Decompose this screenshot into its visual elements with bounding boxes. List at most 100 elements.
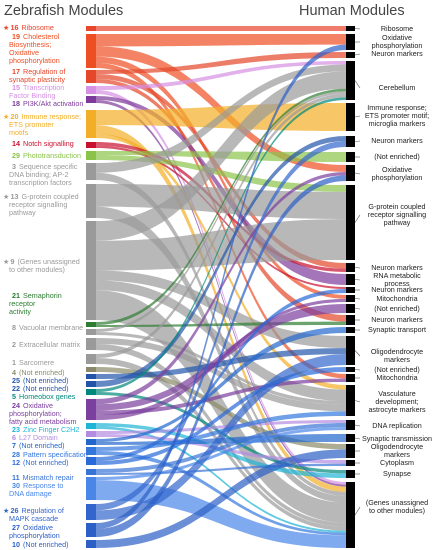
module-bar [346,315,355,325]
module-name: (Genes unassigned [17,257,79,266]
module-name: Vacuolar membrane [19,323,83,332]
module-name: phosphorylation; [9,409,62,418]
flow [96,100,346,487]
module-name: activity [9,307,31,316]
module-name: Regulation of [21,506,63,515]
module-name: (Not enriched) [19,441,65,450]
module-bar [346,34,355,50]
module-name: Sarcomere [19,358,54,367]
module-bar [86,431,96,437]
human-module-label: astrocyte markers [368,405,426,414]
module-bar [86,184,96,218]
module-name: Sequence specific [19,162,78,171]
leader-line [354,400,361,403]
module-bar [86,469,96,475]
leader-line [354,298,361,300]
module-name: Response to [23,481,63,490]
module-name: Transcription [23,83,64,92]
human-module-label: Oxidative [382,165,412,174]
module-bar [346,374,355,382]
module-bar [346,263,355,272]
human-module-label: ETS promoter motif; [365,111,429,120]
module-number: 3 [12,162,16,171]
flow [96,426,346,533]
star: ★ [3,257,9,266]
module-bar [346,274,355,285]
module-bar [86,439,96,445]
zebrafish-module-label: 23 Zinc Finger C2H2 [12,425,79,434]
module-number: 22 [12,384,20,393]
module-number: 15 [12,83,20,92]
flow [96,34,346,47]
leader-line [354,369,361,371]
flow [96,280,346,402]
flow [96,358,346,531]
zebrafish-module-label: ★16 Ribosome [3,23,54,32]
flow [96,427,346,481]
module-bar [86,374,96,379]
human-module-label: process [384,279,410,288]
module-bar [86,381,96,387]
human-module-label: Neuron markers [371,263,423,272]
module-number: 8 [12,323,16,332]
module-number: 17 [12,67,20,76]
human-module-label: Neuron markers [371,285,423,294]
module-name: Oxidative [9,48,39,57]
module-number: 2 [12,340,16,349]
module-name: phosphorylation [9,531,60,540]
zebrafish-module-label: 22 (Not enriched) [12,384,69,393]
module-bar [346,295,355,302]
human-module-label: markers [384,450,410,459]
zebrafish-module-label: 11 Mismatch repair [12,473,74,482]
module-name: (Not enriched) [23,384,69,393]
human-module-label: G-protein coupled [368,202,425,211]
module-bar [86,96,96,103]
zebrafish-module-label: ★13 G-protein coupled [3,192,79,201]
leader-line [354,172,361,175]
module-name: MAPK cascade [9,514,58,523]
leader-line [354,28,361,30]
star: ★ [3,23,9,32]
module-bar [86,70,96,83]
module-bar [346,26,355,31]
module-bar [86,110,96,138]
module-name: pathway [9,208,36,217]
flow [96,270,346,349]
module-bar [86,322,96,327]
module-bar [86,354,96,364]
module-bar [86,523,96,537]
leader-line [354,506,361,516]
human-module-label: Synaptic transport [368,325,426,334]
module-name: fatty acid metabolism [9,417,77,426]
module-bar [346,152,355,162]
human-module-label: Neuron markers [371,136,423,145]
leader-line [354,308,361,310]
leader-line [354,279,361,281]
module-name: phosphorylation [9,56,60,65]
module-bar [86,34,96,68]
zebrafish-module-label: 25 (Not enriched) [12,376,69,385]
zebrafish-module-label: 28 Pattern specification [12,450,88,459]
flow [96,451,346,536]
human-module-label: Mitochondria [376,294,417,303]
human-module-label: Oligodendrocyte [371,442,423,451]
module-number: 23 [12,425,20,434]
module-number: 4 [12,368,16,377]
human-module-label: RNA metabolic [373,271,421,280]
flow [96,136,346,387]
flow [96,411,346,451]
human-module-label: Immune response; [367,103,427,112]
module-number: 1 [12,358,16,367]
flow [96,71,346,241]
module-bar [346,444,355,458]
human-module-label: Vasculature [378,389,415,398]
module-name: transcription factors [9,178,72,187]
zebrafish-module-label: 7 (Not enriched) [12,441,65,450]
flow [96,172,346,496]
module-name: (Not enriched) [23,540,69,549]
star: ★ [3,112,9,121]
module-name: Phototransduction [23,151,81,160]
module-bar [346,327,355,333]
flow [96,289,346,461]
